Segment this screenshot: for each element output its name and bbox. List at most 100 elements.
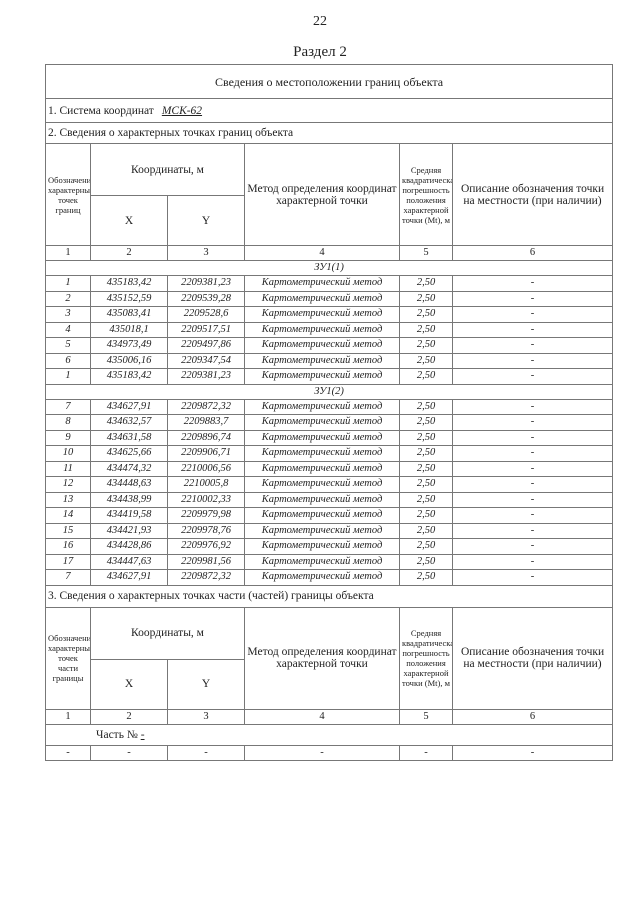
description: - — [451, 522, 614, 539]
mt-value: 2,50 — [399, 507, 453, 524]
point-id: 6 — [45, 352, 91, 369]
group-name: ЗУ1(2) — [44, 383, 614, 400]
part-cell: - — [90, 744, 168, 761]
table-row: 17 434447,63 2209981,56 Картометрический ме… — [45, 553, 614, 570]
mt-value: 2,50 — [399, 398, 453, 415]
part-row: Часть № - — [44, 723, 614, 746]
y-coord: 2209381,23 — [167, 275, 245, 292]
description: - — [451, 337, 614, 354]
part-cell: - — [45, 744, 91, 761]
header-point-id: Обозначение характерных точек части гран… — [45, 606, 91, 710]
y-coord: 2209978,76 — [167, 522, 245, 539]
description: - — [451, 321, 614, 338]
y-coord: 2209976,92 — [167, 538, 245, 555]
column-number: 6 — [451, 708, 614, 725]
header-coords: Координаты, м — [90, 143, 245, 196]
column-number: 3 — [167, 245, 245, 261]
description: - — [451, 414, 614, 431]
header-description: Описание обозначения точки на местности … — [451, 143, 614, 246]
table-row: 11 434474,32 2210006,56 Картометрический ме… — [45, 460, 614, 477]
column-number: 1 — [45, 245, 91, 261]
part-cell: - — [244, 744, 400, 761]
point-id: 1 — [45, 275, 91, 292]
part-cell: - — [167, 744, 245, 761]
table-row: 12 434448,63 2210005,8 Картометрический мет… — [45, 476, 614, 493]
mt-value: 2,50 — [399, 414, 453, 431]
point-id: 12 — [45, 476, 91, 493]
y-coord: 2210006,56 — [167, 460, 245, 477]
y-coord: 2209896,74 — [167, 429, 245, 446]
group-name: ЗУ1(1) — [44, 260, 614, 276]
x-coord: 435083,41 — [90, 306, 168, 323]
part-cell: - — [399, 744, 453, 761]
y-coord: 2209906,71 — [167, 445, 245, 462]
method: Картометрический метод — [244, 368, 400, 385]
section2-title: 2. Сведения о характерных точках границ … — [44, 122, 614, 144]
header-mt: Средняя квадратическая погрешность полож… — [399, 143, 453, 246]
table-row: 7 434627,91 2209872,32 Картометрический мет… — [45, 569, 614, 586]
description: - — [451, 476, 614, 493]
part-label: Часть № — [96, 728, 138, 741]
point-id: 5 — [45, 337, 91, 354]
x-coord: 434474,32 — [90, 460, 168, 477]
column-number: 4 — [244, 708, 400, 725]
boundaries-table: Сведения о местоположении границ объекта… — [44, 64, 614, 761]
description: - — [451, 368, 614, 385]
method: Картометрический метод — [244, 553, 400, 570]
mt-value: 2,50 — [399, 275, 453, 292]
header-x: X — [90, 195, 168, 246]
y-coord: 2210005,8 — [167, 476, 245, 493]
table-row: 8 434632,57 2209883,7 Картометрический мето… — [45, 414, 614, 431]
x-coord: 434632,57 — [90, 414, 168, 431]
table-row: 4 435018,1 2209517,51 Картометрический мето… — [45, 321, 614, 338]
method: Картометрический метод — [244, 569, 400, 586]
point-id: 11 — [45, 460, 91, 477]
coord-system-label: 1. Система координат — [48, 104, 154, 117]
y-coord: 2210002,33 — [167, 491, 245, 508]
description: - — [451, 507, 614, 524]
x-coord: 434448,63 — [90, 476, 168, 493]
page-number: 22 — [313, 14, 327, 29]
description: - — [451, 491, 614, 508]
part-data-row: ------ — [45, 744, 614, 761]
table-row: 16 434428,86 2209976,92 Картометрический ме… — [45, 538, 614, 555]
x-coord: 434421,93 — [90, 522, 168, 539]
method: Картометрический метод — [244, 414, 400, 431]
header-y: Y — [167, 195, 245, 246]
table-row: 15 434421,93 2209978,76 Картометрический ме… — [45, 522, 614, 539]
description: - — [451, 445, 614, 462]
y-coord: 2209347,54 — [167, 352, 245, 369]
description: - — [451, 553, 614, 570]
mt-value: 2,50 — [399, 491, 453, 508]
y-coord: 2209539,28 — [167, 290, 245, 307]
column-number: 6 — [451, 245, 614, 261]
column-number: 1 — [45, 708, 91, 725]
method: Картометрический метод — [244, 476, 400, 493]
point-id: 17 — [45, 553, 91, 570]
point-id: 16 — [45, 538, 91, 555]
point-id: 7 — [45, 398, 91, 415]
method: Картометрический метод — [244, 507, 400, 524]
mt-value: 2,50 — [399, 368, 453, 385]
point-id: 13 — [45, 491, 91, 508]
y-coord: 2209517,51 — [167, 321, 245, 338]
mt-value: 2,50 — [399, 290, 453, 307]
mt-value: 2,50 — [399, 569, 453, 586]
method: Картометрический метод — [244, 321, 400, 338]
table-row: 14 434419,58 2209979,98 Картометрический ме… — [45, 507, 614, 524]
table-row: 5 434973,49 2209497,86 Картометрический мет… — [45, 337, 614, 354]
description: - — [451, 538, 614, 555]
mt-value: 2,50 — [399, 538, 453, 555]
mt-value: 2,50 — [399, 337, 453, 354]
y-coord: 2209979,98 — [167, 507, 245, 524]
point-id: 9 — [45, 429, 91, 446]
group-row: ЗУ1(2) — [44, 383, 614, 400]
header-method: Метод определения координат характерной … — [244, 606, 400, 710]
description: - — [451, 460, 614, 477]
header-method: Метод определения координат характерной … — [244, 143, 400, 246]
coord-system-row: 1. Система координат МСК-62 — [44, 98, 614, 123]
x-coord: 435183,42 — [90, 275, 168, 292]
method: Картометрический метод — [244, 445, 400, 462]
column-number: 2 — [90, 708, 168, 725]
mt-value: 2,50 — [399, 445, 453, 462]
